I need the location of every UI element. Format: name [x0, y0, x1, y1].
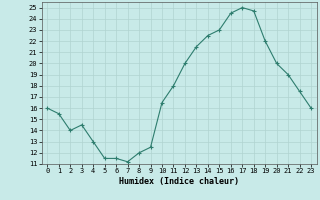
X-axis label: Humidex (Indice chaleur): Humidex (Indice chaleur) — [119, 177, 239, 186]
